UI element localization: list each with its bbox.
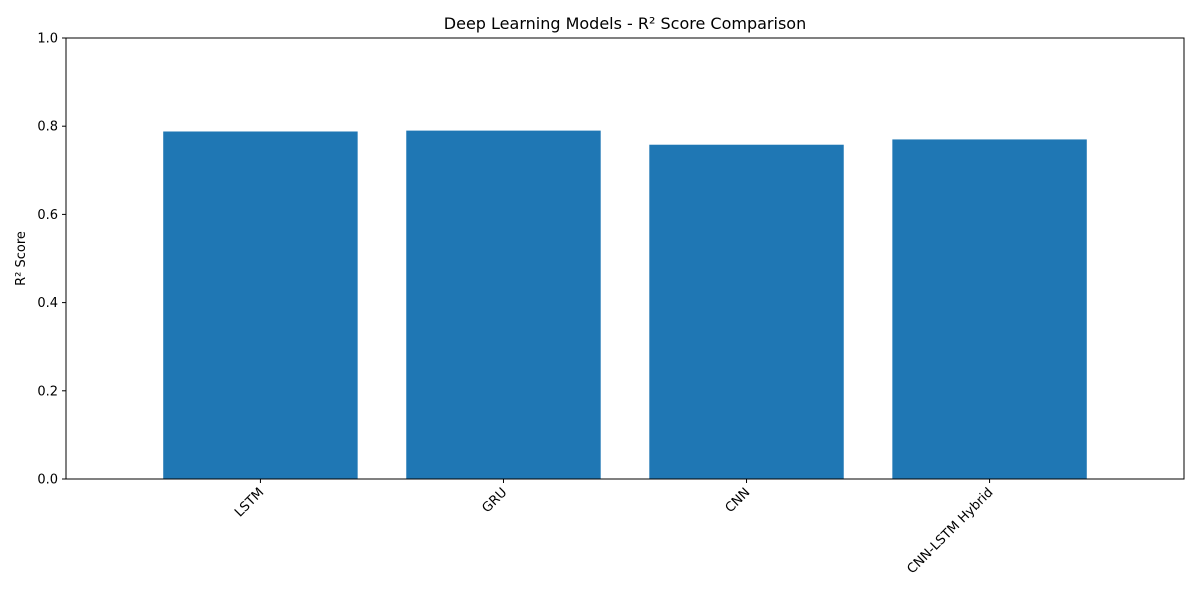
- chart-title: Deep Learning Models - R² Score Comparis…: [444, 14, 806, 33]
- y-tick-label: 0.6: [37, 208, 58, 223]
- y-tick-label: 0.8: [37, 120, 58, 135]
- y-axis-label: R² Score: [14, 231, 29, 286]
- plot-area-frame: [65, 37, 1185, 480]
- y-tick-label: 1.0: [37, 32, 58, 47]
- y-axis-ticks: 0.0 0.2 0.4 0.6 0.8 1.0: [37, 32, 66, 488]
- bar-cnn-lstm-hybrid: [892, 139, 1087, 479]
- bar-lstm: [163, 131, 358, 479]
- y-tick-label: 0.0: [37, 473, 58, 488]
- y-tick-label: 0.2: [37, 384, 58, 399]
- bar-gru: [406, 130, 601, 480]
- bars-group: [163, 130, 1087, 480]
- bar-cnn: [649, 144, 844, 480]
- y-tick-label: 0.4: [37, 296, 58, 311]
